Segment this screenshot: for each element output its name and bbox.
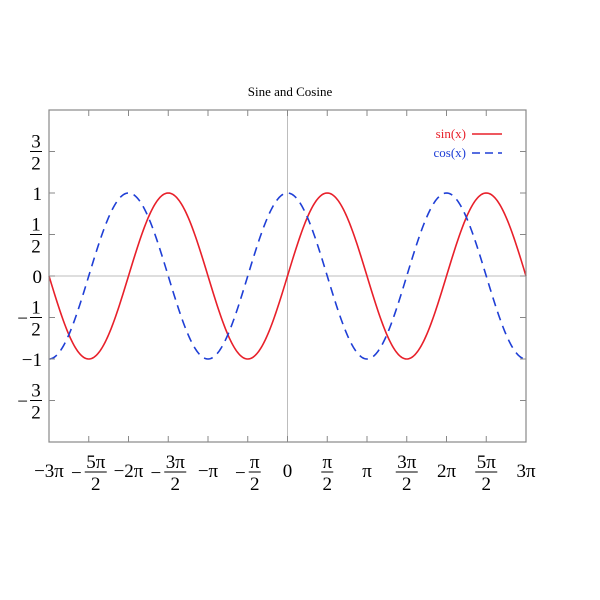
y-tick-label-denominator: 2 [31, 320, 41, 341]
y-tick-label-text: −1 [22, 350, 42, 371]
x-tick-label: −π2 [235, 452, 261, 495]
y-tick-label: 12 [30, 215, 42, 258]
y-tick-label-denominator: 2 [31, 154, 41, 175]
y-tick-label: 0 [33, 267, 43, 288]
x-tick-label: π2 [321, 452, 334, 495]
x-tick-label-numerator: 5π [477, 452, 497, 473]
x-tick-label-sign: − [71, 463, 82, 484]
x-tick-label-denominator: 2 [481, 474, 491, 495]
x-tick-label: −3π2 [151, 452, 187, 495]
x-tick-label-denominator: 2 [323, 474, 333, 495]
x-tick-label: −2π [114, 461, 144, 482]
sin-curve [48, 192, 527, 360]
x-tick-label-sign: − [235, 463, 246, 484]
y-tick-label-sign: − [17, 309, 28, 330]
y-tick-label-numerator: 3 [31, 132, 41, 153]
x-tick-label-denominator: 2 [91, 474, 101, 495]
x-tick-label: 5π2 [475, 452, 498, 495]
x-tick-label-sign: − [151, 463, 162, 484]
x-tick-label: 3π [516, 461, 536, 482]
y-tick-label-sign: − [17, 392, 28, 413]
y-tick-label-text: 1 [33, 184, 43, 205]
x-tick-label-text: −2π [114, 461, 144, 482]
x-tick-label-text: −π [198, 461, 219, 482]
x-tick-label: π [362, 461, 372, 482]
chart-title: Sine and Cosine [248, 84, 333, 99]
x-tick-label: −3π [34, 461, 64, 482]
y-tick-label: −1 [22, 350, 42, 371]
x-tick-label: 3π2 [395, 452, 418, 495]
y-tick-label: 32 [30, 132, 42, 175]
y-tick-label-text: 0 [33, 267, 43, 288]
legend: sin(x) cos(x) [434, 126, 502, 160]
x-tick-label-denominator: 2 [250, 474, 260, 495]
x-tick-label: 2π [437, 461, 457, 482]
y-tick-label-denominator: 2 [31, 403, 41, 424]
x-tick-label-numerator: 3π [397, 452, 417, 473]
x-tick-label-text: 2π [437, 461, 457, 482]
y-tick-label: −12 [17, 298, 42, 341]
x-tick-label-numerator: 5π [86, 452, 106, 473]
x-tick-label-text: π [362, 461, 372, 482]
plot-curves [48, 192, 527, 360]
y-tick-label-numerator: 3 [31, 381, 41, 402]
x-tick-label-denominator: 2 [402, 474, 412, 495]
x-tick-label-denominator: 2 [171, 474, 181, 495]
x-tick-label-text: 3π [516, 461, 536, 482]
legend-label-cos: cos(x) [434, 145, 467, 160]
x-tick-label-text: −3π [34, 461, 64, 482]
x-tick-label: −5π2 [71, 452, 107, 495]
y-tick-label-numerator: 1 [31, 215, 41, 236]
y-tick-label-denominator: 2 [31, 237, 41, 258]
legend-label-sin: sin(x) [436, 126, 466, 141]
y-tick-label: −32 [17, 381, 42, 424]
x-tick-label-numerator: π [250, 452, 260, 473]
y-tick-label-numerator: 1 [31, 298, 41, 319]
x-tick-label-numerator: π [322, 452, 332, 473]
cos-curve [48, 192, 527, 360]
x-tick-label-text: 0 [283, 461, 293, 482]
x-tick-label: 0 [283, 461, 293, 482]
x-tick-label: −π [198, 461, 219, 482]
x-tick-label-numerator: 3π [166, 452, 186, 473]
y-tick-label: 1 [33, 184, 43, 205]
